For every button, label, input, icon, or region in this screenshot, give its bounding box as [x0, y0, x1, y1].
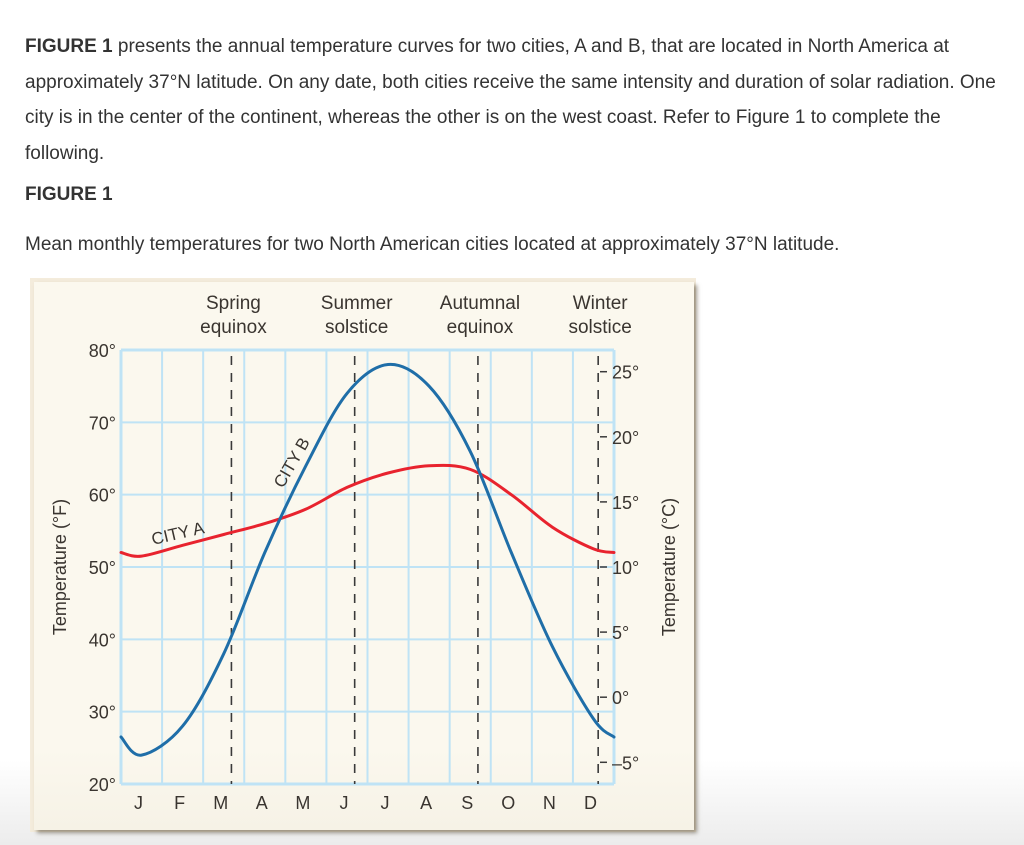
- grid: [119, 348, 616, 786]
- season-label-line2: equinox: [447, 317, 514, 338]
- season-label-line2: equinox: [200, 317, 267, 338]
- city-a-curve: [119, 463, 616, 558]
- month-label: S: [461, 793, 473, 813]
- right-axis-label: 0°: [612, 688, 629, 708]
- intro-bold-lead: FIGURE 1: [25, 36, 113, 57]
- month-label: A: [420, 793, 432, 813]
- month-label: J: [339, 793, 348, 813]
- season-label-line1: Winter: [573, 293, 629, 314]
- month-label: D: [584, 793, 597, 813]
- season-label-line2: solstice: [325, 317, 388, 338]
- right-axis-label: 25°: [612, 363, 639, 383]
- month-label: M: [295, 793, 310, 813]
- season-label-line1: Summer: [321, 293, 393, 314]
- month-label: O: [501, 793, 515, 813]
- y-axis-title-right: Temperature (°C): [659, 498, 679, 636]
- left-axis-label: 70°: [89, 413, 116, 433]
- y-axis-title-left: Temperature (°F): [50, 499, 70, 635]
- right-axis-label: –5°: [612, 753, 639, 773]
- intro-paragraph: FIGURE 1 presents the annual temperature…: [25, 29, 1015, 171]
- city-a-label: CITY A: [150, 518, 207, 549]
- intro-text: presents the annual temperature curves f…: [25, 36, 996, 164]
- left-axis-label: 60°: [89, 486, 116, 506]
- right-axis-label: 15°: [612, 493, 639, 513]
- right-axis-label: 5°: [612, 623, 629, 643]
- city-b-curve: [119, 362, 616, 757]
- season-label-line1: Spring: [206, 293, 261, 314]
- left-axis-label: 50°: [89, 558, 116, 578]
- right-axis-label: 10°: [612, 558, 639, 578]
- month-label: N: [543, 793, 556, 813]
- left-axis-label: 40°: [89, 630, 116, 650]
- figure-label: FIGURE 1: [25, 184, 113, 205]
- month-label: J: [381, 793, 390, 813]
- month-label: A: [256, 793, 268, 813]
- season-label-line1: Autumnal: [440, 293, 520, 314]
- month-label: F: [174, 793, 185, 813]
- figure-caption: Mean monthly temperatures for two North …: [25, 234, 840, 255]
- season-label-line2: solstice: [568, 317, 631, 338]
- month-label: M: [213, 793, 228, 813]
- left-axis-label: 20°: [89, 775, 116, 795]
- left-axis-label: 80°: [89, 341, 116, 361]
- month-label: J: [134, 793, 143, 813]
- right-axis-label: 20°: [612, 428, 639, 448]
- left-axis-label: 30°: [89, 703, 116, 723]
